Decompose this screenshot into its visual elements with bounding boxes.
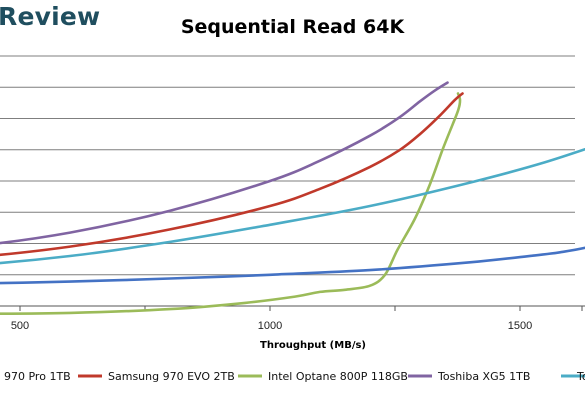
chart-title: Sequential Read 64K (180, 16, 405, 38)
x-tick-label: 1500 (508, 320, 532, 332)
series-line-1 (0, 92, 464, 257)
x-tick-labels: 500100015002000 (11, 320, 532, 332)
x-tick-label: 1000 (258, 320, 282, 332)
series-lines (0, 81, 585, 316)
legend-label: Samsung 970 EVO 2TB (108, 370, 235, 383)
series-line-4 (0, 147, 585, 265)
x-axis-label: Throughput (MB/s) (260, 340, 366, 351)
legend-label: To (576, 370, 585, 383)
brand-logo-text: Review (0, 2, 101, 31)
x-tick-label: 500 (11, 320, 29, 332)
series-line-2 (0, 92, 462, 316)
series-line-3 (0, 81, 449, 245)
series-line-0 (0, 246, 585, 285)
gridlines (0, 55, 575, 276)
legend-label: Intel Optane 800P 118GB (268, 370, 408, 383)
legend-label: Toshiba XG5 1TB (437, 370, 530, 383)
legend-label: 970 Pro 1TB (4, 370, 71, 383)
axes (0, 305, 585, 311)
legend: 970 Pro 1TB Samsung 970 EVO 2TB Intel Opta… (4, 370, 585, 383)
